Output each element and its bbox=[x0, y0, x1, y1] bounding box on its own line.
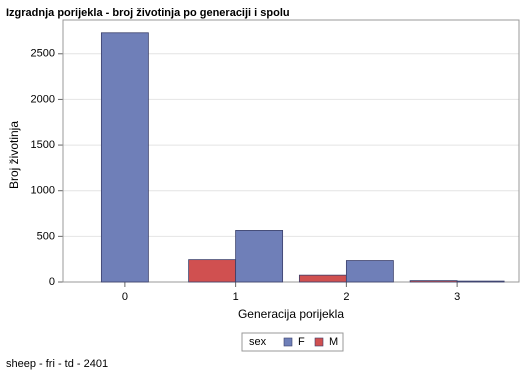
x-tick-label: 1 bbox=[233, 291, 239, 303]
footnote: sheep - fri - td - 2401 bbox=[6, 358, 108, 370]
y-tick-label: 1000 bbox=[31, 185, 55, 197]
y-axis-title: Broj životinja bbox=[7, 121, 21, 189]
chart-title: Izgradnja porijekla - broj životinja po … bbox=[6, 7, 290, 19]
y-tick-label: 0 bbox=[49, 276, 55, 288]
bar bbox=[345, 260, 394, 283]
x-tick-label: 0 bbox=[122, 291, 128, 303]
legend-box bbox=[241, 332, 344, 352]
bar bbox=[298, 274, 347, 283]
y-tick-label: 1500 bbox=[31, 139, 55, 151]
legend-label: M bbox=[329, 336, 338, 348]
legend-label: F bbox=[298, 336, 305, 348]
x-axis-title: Generacija porijekla bbox=[238, 307, 344, 321]
bar bbox=[235, 230, 284, 283]
legend-swatch bbox=[314, 337, 324, 347]
x-tick-label: 2 bbox=[343, 291, 349, 303]
y-tick-label: 500 bbox=[37, 230, 55, 242]
legend-swatch bbox=[283, 337, 293, 347]
x-tick-label: 3 bbox=[454, 291, 460, 303]
bar bbox=[100, 32, 149, 283]
bar bbox=[409, 280, 458, 283]
bar bbox=[188, 259, 237, 283]
bar bbox=[456, 280, 505, 283]
legend-title: sex bbox=[249, 336, 267, 348]
plot-frame bbox=[62, 19, 520, 283]
y-tick-label: 2000 bbox=[31, 93, 55, 105]
y-tick-label: 2500 bbox=[31, 48, 55, 60]
